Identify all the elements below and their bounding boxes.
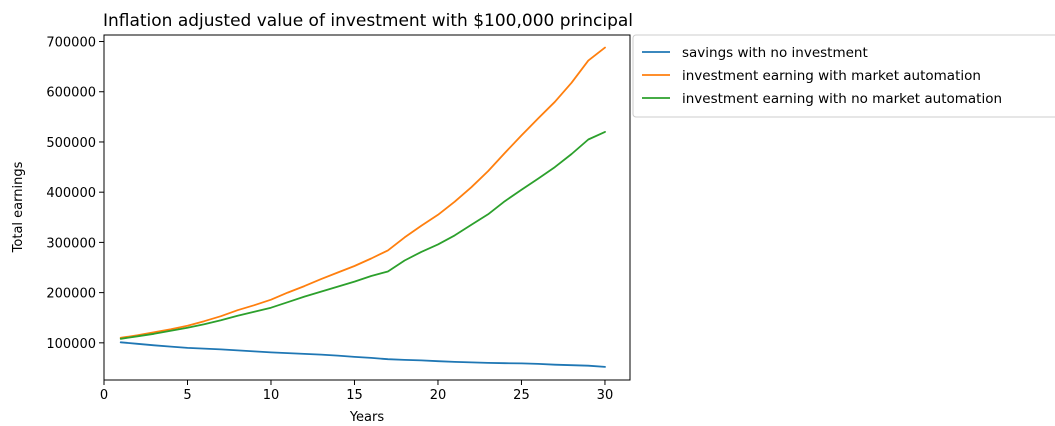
y-tick-label: 700000 xyxy=(46,36,96,51)
x-tick-label: 25 xyxy=(513,388,530,403)
plot-area-frame xyxy=(103,34,631,381)
y-tick-label: 500000 xyxy=(46,136,96,151)
legend-label: investment earning with market automatio… xyxy=(682,68,981,84)
y-axis-title: Total earnings xyxy=(11,161,26,253)
chart-title: Inflation adjusted value of investment w… xyxy=(103,11,633,31)
x-tick-label: 10 xyxy=(263,388,280,403)
series-line-2 xyxy=(119,46,606,339)
series-line-3 xyxy=(119,130,606,340)
y-axis: 100000 200000 300000 400000 500000 600000 7000… xyxy=(46,36,104,352)
x-axis-title: Years xyxy=(349,410,385,425)
x-tick-label: 20 xyxy=(430,388,447,403)
x-axis: 0 5 10 15 20 25 30 xyxy=(100,380,613,403)
y-tick-label: 300000 xyxy=(46,236,96,251)
legend-label: savings with no investment xyxy=(682,45,868,61)
series-line-1 xyxy=(119,341,606,368)
legend-label: investment earning with no market automa… xyxy=(682,91,1002,107)
legend-frame xyxy=(632,34,1055,118)
y-tick-label: 200000 xyxy=(46,287,96,302)
x-tick-label: 5 xyxy=(183,388,191,403)
x-tick-label: 15 xyxy=(346,388,363,403)
x-tick-label: 30 xyxy=(597,388,614,403)
y-tick-label: 100000 xyxy=(46,337,96,352)
x-tick-label: 0 xyxy=(100,388,108,403)
legend: savings with no investment investment ear… xyxy=(632,34,1055,118)
y-tick-label: 400000 xyxy=(46,186,96,201)
y-tick-label: 600000 xyxy=(46,86,96,101)
series-lines xyxy=(119,46,606,368)
